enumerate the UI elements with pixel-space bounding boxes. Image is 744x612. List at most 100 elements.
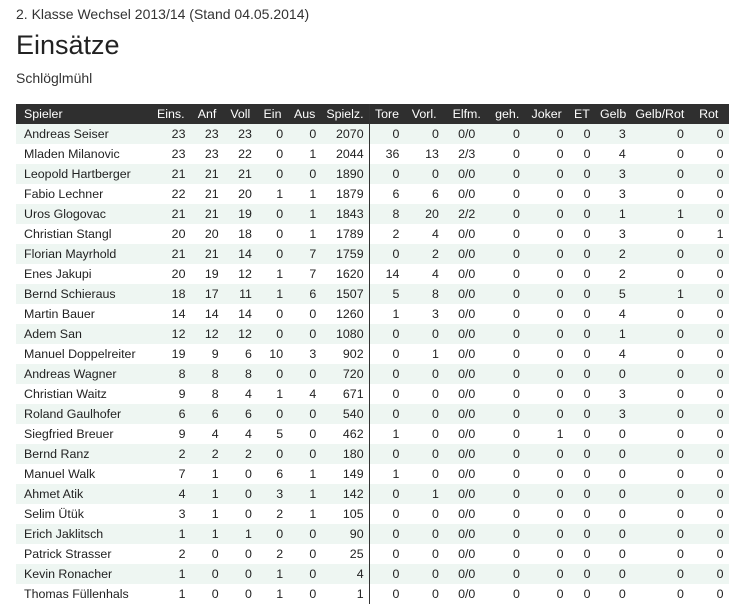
- stat-cell: 21: [190, 204, 224, 224]
- stat-cell: 23: [190, 124, 224, 144]
- stat-cell: 0: [688, 364, 729, 384]
- stat-cell: 3: [151, 504, 191, 524]
- stat-cell: 0: [489, 424, 525, 444]
- stat-cell: 2/3: [443, 144, 490, 164]
- stat-cell: 0: [256, 444, 289, 464]
- player-name: Uros Glogovac: [16, 204, 152, 224]
- stat-cell: 0: [288, 424, 322, 444]
- stat-cell: 0/0: [443, 504, 490, 524]
- stat-cell: 2: [404, 244, 444, 264]
- column-header[interactable]: geh.: [489, 104, 525, 124]
- stat-cell: 0: [524, 164, 569, 184]
- stat-cell: 0: [256, 224, 289, 244]
- stat-cell: 4: [223, 384, 257, 404]
- stat-cell: 0: [568, 504, 596, 524]
- column-header[interactable]: Gelb: [595, 104, 631, 124]
- stat-cell: 1: [368, 424, 405, 444]
- stat-cell: 0: [489, 184, 525, 204]
- column-header[interactable]: Rot: [688, 104, 729, 124]
- stat-cell: 0: [404, 544, 444, 564]
- stat-cell: 0: [404, 124, 444, 144]
- table-row: Enes Jakupi 20 19 12 1 7 1620 14 4 0/0 0 0 0 2 0 0: [16, 264, 729, 284]
- column-header[interactable]: Spieler: [16, 104, 152, 124]
- stat-cell: 0: [288, 444, 322, 464]
- stat-cell: 21: [190, 184, 224, 204]
- stat-cell: 36: [368, 144, 405, 164]
- stat-cell: 20: [190, 224, 224, 244]
- stat-cell: 0: [524, 544, 569, 564]
- stat-cell: 1: [288, 484, 322, 504]
- stat-cell: 12: [151, 324, 191, 344]
- stat-cell: 0: [595, 524, 631, 544]
- column-header[interactable]: Ein: [256, 104, 289, 124]
- stat-cell: 0: [595, 544, 631, 564]
- stat-cell: 0: [630, 124, 689, 144]
- table-row: Ahmet Atik 4 1 0 3 1 142 0 1 0/0 0 0 0 0 0 0: [16, 484, 729, 504]
- stat-cell: 0: [630, 544, 689, 564]
- stat-cell: 20: [151, 264, 191, 284]
- player-name: Erich Jaklitsch: [16, 524, 152, 544]
- stat-cell: 2: [595, 264, 631, 284]
- stat-cell: 0: [524, 264, 569, 284]
- table-row: Florian Mayrhold 21 21 14 0 7 1759 0 2 0/0 0 0 0 2 0 0: [16, 244, 729, 264]
- stat-cell: 0: [489, 484, 525, 504]
- table-row: Manuel Doppelreiter 19 9 6 10 3 902 0 1 0/0 0 0 0 4 0 0: [16, 344, 729, 364]
- stat-cell: 0: [223, 484, 257, 504]
- stat-cell: 0: [489, 404, 525, 424]
- stat-cell: 180: [321, 444, 370, 464]
- column-header[interactable]: Gelb/Rot: [630, 104, 689, 124]
- stat-cell: 0: [524, 444, 569, 464]
- stat-cell: 8: [190, 384, 224, 404]
- column-header[interactable]: Voll: [223, 104, 257, 124]
- stat-cell: 5: [368, 284, 405, 304]
- stat-cell: 2: [190, 444, 224, 464]
- column-header[interactable]: ET: [568, 104, 596, 124]
- stat-cell: 17: [190, 284, 224, 304]
- player-name: Manuel Walk: [16, 464, 152, 484]
- stat-cell: 0: [256, 404, 289, 424]
- stat-cell: 0: [489, 344, 525, 364]
- stat-cell: 1: [256, 564, 289, 584]
- stat-cell: 0/0: [443, 584, 490, 604]
- column-header[interactable]: Joker: [524, 104, 569, 124]
- stat-cell: 0: [489, 464, 525, 484]
- stat-cell: 1: [151, 564, 191, 584]
- stat-cell: 105: [321, 504, 370, 524]
- stat-cell: 0: [368, 564, 405, 584]
- column-header[interactable]: Anf: [190, 104, 224, 124]
- stat-cell: 0: [568, 264, 596, 284]
- stat-cell: 0/0: [443, 484, 490, 504]
- stat-cell: 0: [223, 544, 257, 564]
- column-header[interactable]: Vorl.: [404, 104, 444, 124]
- stat-cell: 4: [151, 484, 191, 504]
- stat-cell: 0: [368, 504, 405, 524]
- table-row: Thomas Füllenhals 1 0 0 1 0 1 0 0 0/0 0 0 0 0 0 0: [16, 584, 729, 604]
- column-header[interactable]: Eins.: [151, 104, 191, 124]
- stat-cell: 1789: [321, 224, 370, 244]
- column-header[interactable]: Elfm.: [443, 104, 490, 124]
- column-header[interactable]: Spielz.: [321, 104, 370, 124]
- stat-cell: 9: [151, 424, 191, 444]
- stat-cell: 1620: [321, 264, 370, 284]
- stat-cell: 0: [568, 184, 596, 204]
- stat-cell: 5: [595, 284, 631, 304]
- stat-cell: 0: [489, 224, 525, 244]
- stat-cell: 0: [256, 324, 289, 344]
- player-name: Andreas Seiser: [16, 124, 152, 144]
- stat-cell: 0: [595, 564, 631, 584]
- stat-cell: 1: [595, 324, 631, 344]
- stat-cell: 1: [630, 284, 689, 304]
- stat-cell: 3: [404, 304, 444, 324]
- stat-cell: 19: [190, 264, 224, 284]
- player-name: Selim Ütük: [16, 504, 152, 524]
- player-name: Ahmet Atik: [16, 484, 152, 504]
- stat-cell: 14: [151, 304, 191, 324]
- column-header[interactable]: Tore: [368, 104, 405, 124]
- stat-cell: 1: [223, 524, 257, 544]
- stat-cell: 0: [630, 504, 689, 524]
- stat-cell: 0: [256, 124, 289, 144]
- stat-cell: 0: [256, 204, 289, 224]
- stat-cell: 902: [321, 344, 370, 364]
- column-header[interactable]: Aus: [288, 104, 322, 124]
- stat-cell: 0: [368, 164, 405, 184]
